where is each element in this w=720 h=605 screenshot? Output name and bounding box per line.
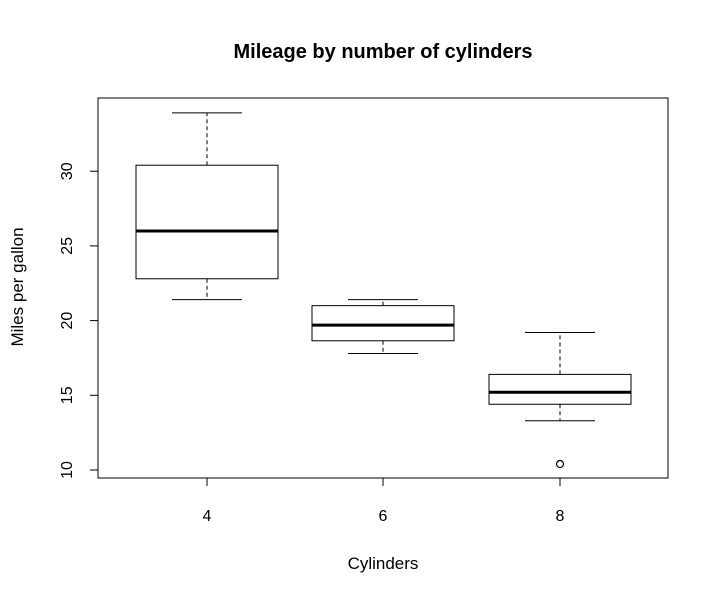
box-iqr [135,164,279,280]
box-iqr [488,373,632,405]
x-tick-label: 8 [556,508,565,525]
y-tick-label: 20 [59,312,76,330]
chart-marks: 10 15 20 25 30 4 6 8 [59,112,632,525]
y-tick-label: 15 [59,386,76,404]
y-tick-label: 30 [59,162,76,180]
x-tick-label: 6 [379,508,388,525]
y-tick-label: 25 [59,237,76,255]
x-axis-label: Cylinders [348,554,419,573]
box-iqr [311,305,455,342]
chart-title: Mileage by number of cylinders [234,41,533,63]
y-tick-label: 10 [59,461,76,479]
x-tick-label: 4 [203,508,212,525]
outlier-point [555,459,565,469]
y-axis-label: Miles per gallon [8,227,27,346]
